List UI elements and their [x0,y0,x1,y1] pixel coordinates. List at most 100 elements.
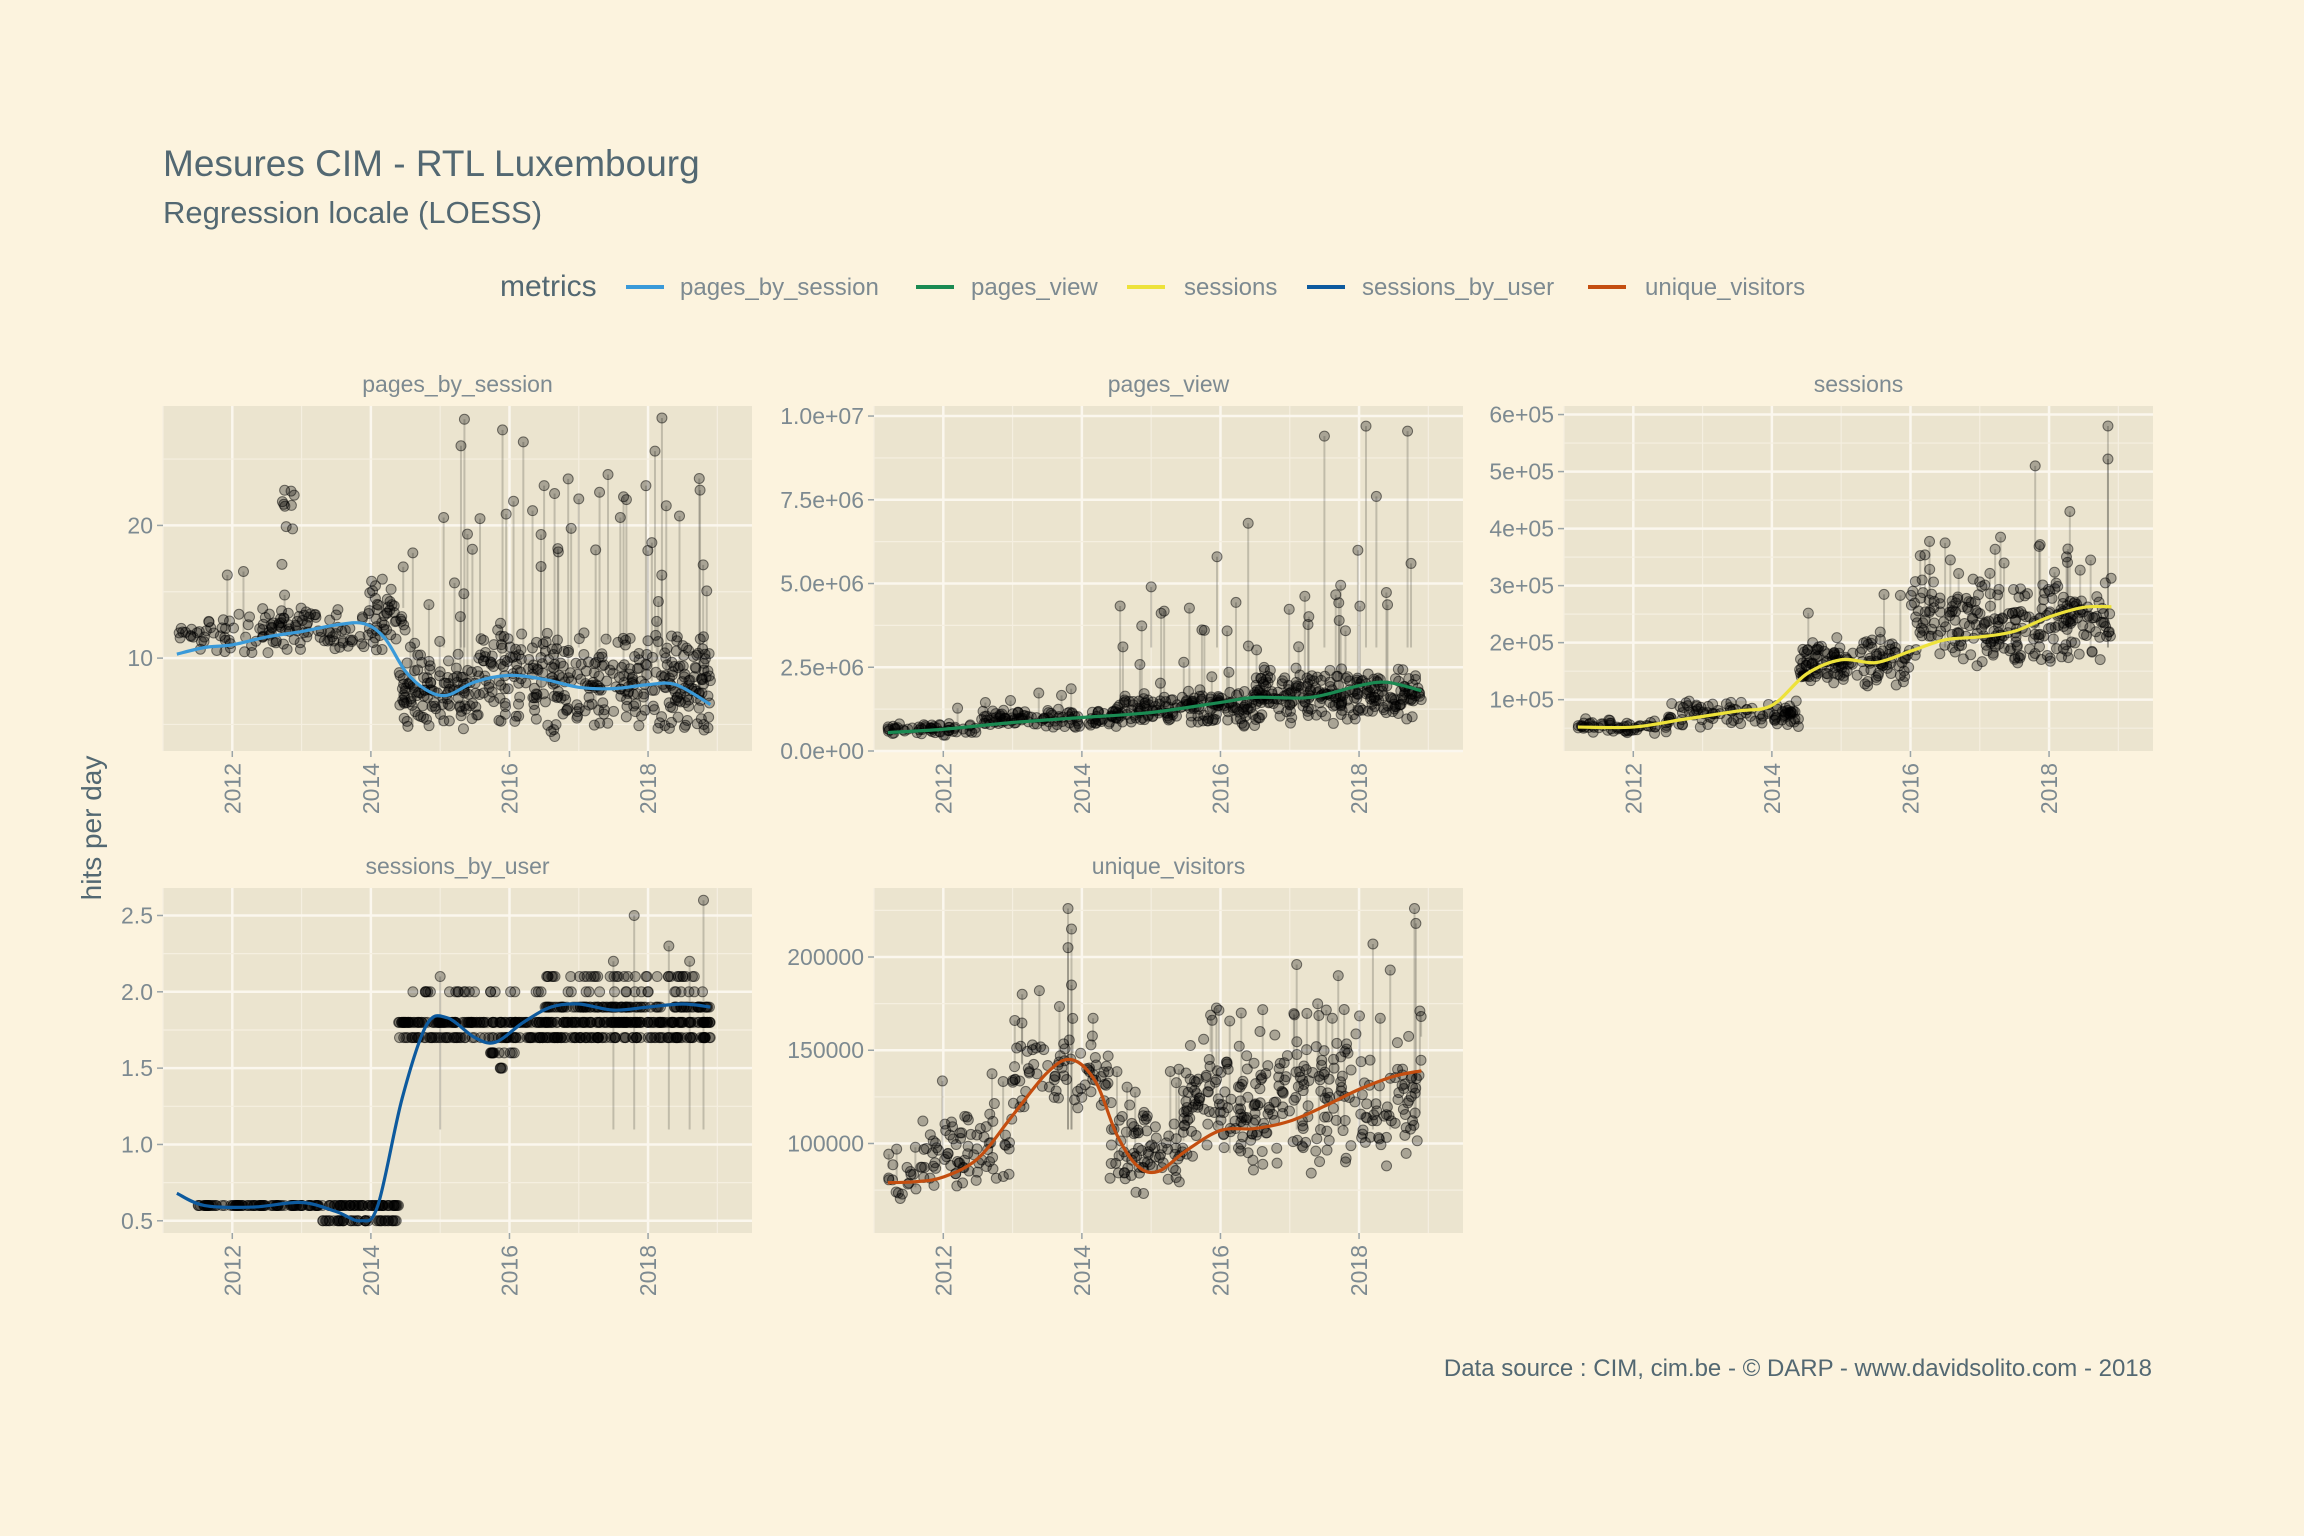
y-tick-label: 20 [127,512,153,538]
data-point [2091,591,2103,603]
data-point [1126,1117,1138,1129]
data-point [1337,1125,1349,1137]
data-point [1828,647,1840,659]
data-point [454,611,466,623]
data-point [1862,680,1874,692]
data-point [609,1032,621,1044]
x-tick-label: 2016 [1897,763,1923,814]
data-point [208,627,220,639]
data-point [535,651,547,663]
data-point [486,686,498,698]
data-point [944,1129,956,1141]
x-tick-label: 2012 [219,763,245,814]
data-point [1180,1067,1192,1079]
data-point [376,573,388,585]
data-point [523,653,535,665]
data-point [535,560,547,572]
data-point [458,413,470,425]
data-point [1302,1100,1314,1112]
data-point [1953,568,1965,580]
data-point [2050,577,2062,589]
data-point [376,1215,388,1227]
data-point [2097,608,2109,620]
y-tick-label: 100000 [787,1130,864,1156]
data-point [530,636,542,648]
data-point [1354,600,1366,612]
data-point [1100,1060,1112,1072]
y-tick-label: 200000 [787,944,864,970]
data-point [203,615,215,627]
data-point [591,1032,603,1044]
y-tick-label: 7.5e+06 [780,487,864,513]
data-point [1944,554,1956,566]
data-point [1301,1044,1313,1056]
data-point [594,717,606,729]
data-point [1267,1108,1279,1120]
data-point [1067,1012,1079,1024]
x-tick-label: 2012 [930,1245,956,1296]
data-point [549,1032,561,1044]
data-point [309,609,321,621]
data-point [594,1016,606,1028]
data-point [452,648,464,660]
data-point [537,667,549,679]
data-point [535,986,547,998]
data-point [952,702,964,714]
data-point [622,971,634,983]
data-point [1278,1057,1290,1069]
data-point [528,698,540,710]
data-point [1206,671,1218,683]
data-point [1218,1107,1230,1119]
data-point [1926,588,1938,600]
data-point [530,713,542,725]
data-point [1338,1003,1350,1015]
y-tick-label: 1.0e+07 [780,403,864,429]
data-point [659,647,671,659]
data-point [692,1016,704,1028]
data-point [650,629,662,641]
data-point [1406,711,1418,723]
data-point [466,543,478,555]
data-point [1744,710,1756,722]
x-tick-label: 2016 [1207,763,1233,814]
data-point [1111,1066,1123,1078]
x-tick-label: 2016 [1207,1245,1233,1296]
data-point [1939,537,1951,549]
data-point [580,1032,592,1044]
data-point [649,445,661,457]
data-point [1222,706,1234,718]
data-point [1256,690,1268,702]
data-point [1087,1012,1099,1024]
data-point [588,667,600,679]
data-point [1332,970,1344,982]
data-point [1320,710,1332,722]
data-point [677,971,689,983]
data-point [552,546,564,558]
data-point [500,701,512,713]
data-point [1802,607,1814,619]
data-point [1367,938,1379,950]
data-point [1312,998,1324,1010]
data-point [668,661,680,673]
data-point [393,667,405,679]
data-point [2074,564,2086,576]
y-tick-label: 1.0 [121,1131,153,1157]
data-point [1909,576,1921,588]
data-point [2015,649,2027,661]
data-point [1382,599,1394,611]
data-point [1271,1157,1283,1169]
data-point [557,708,569,720]
data-point [1391,1037,1403,1049]
data-point [233,608,245,620]
data-point [513,698,525,710]
data-point [1974,608,1986,620]
data-point [674,660,686,672]
data-point [493,1047,505,1059]
data-point [390,1200,402,1212]
data-point [1062,942,1074,954]
data-point [602,469,614,481]
data-point [2004,645,2016,657]
data-point [1104,1172,1116,1184]
panel-pages-by-session: pages_by_session 10 20 2012 2014 2016 2018 [127,371,752,814]
data-point [335,1215,347,1227]
